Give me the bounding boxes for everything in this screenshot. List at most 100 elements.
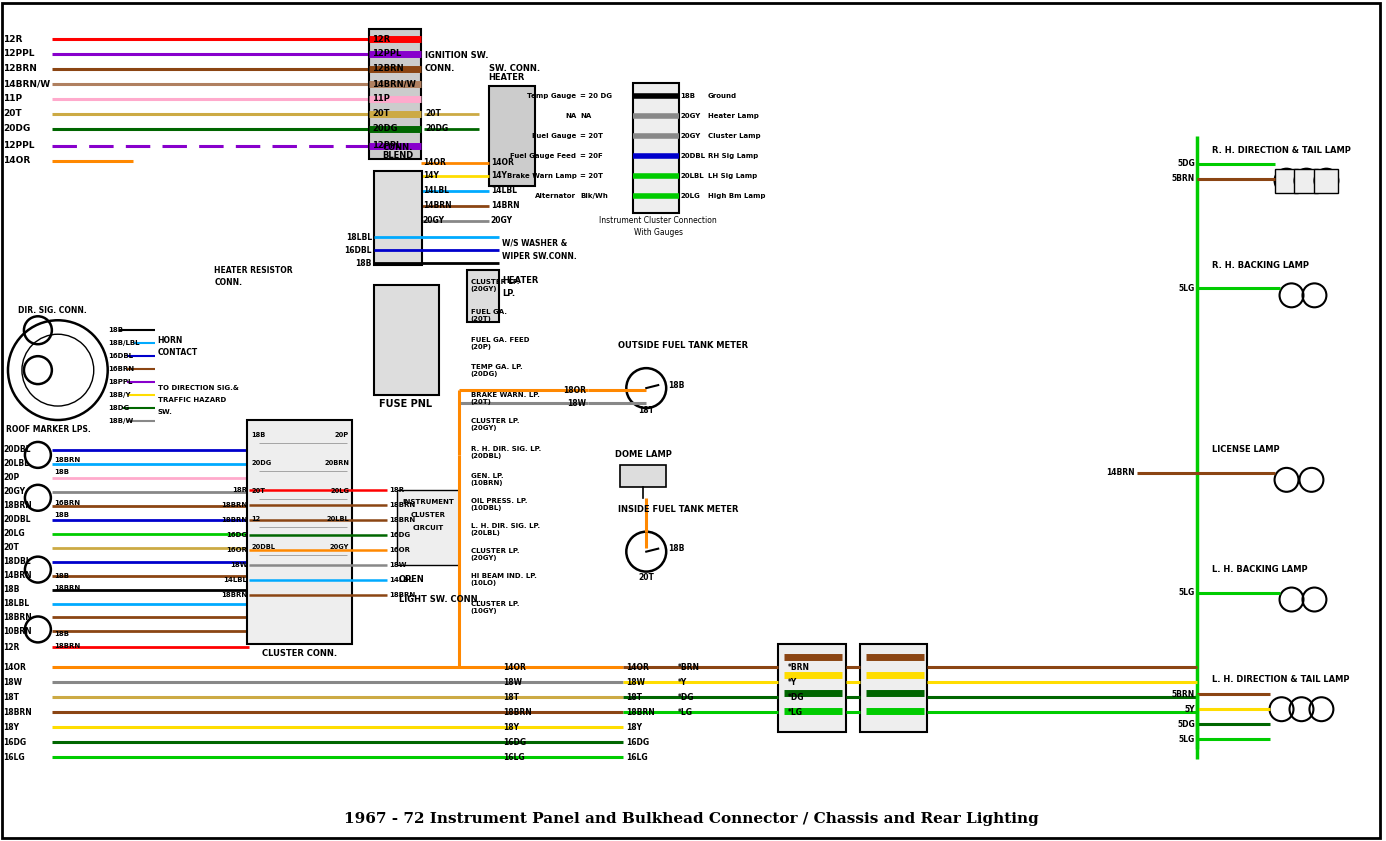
Text: SW. CONN.: SW. CONN. <box>489 65 539 73</box>
Text: 5DG: 5DG <box>1177 159 1195 168</box>
Text: *Y: *Y <box>678 678 687 687</box>
Text: 20GY: 20GY <box>330 543 349 550</box>
Bar <box>1314 169 1339 193</box>
Text: Alternator: Alternator <box>535 193 577 198</box>
Text: 18BRN: 18BRN <box>3 708 32 717</box>
Text: L. H. DIR. SIG. LP.
(20LBL): L. H. DIR. SIG. LP. (20LBL) <box>471 523 541 537</box>
Text: NA: NA <box>581 113 592 119</box>
Text: 20T: 20T <box>3 109 22 119</box>
Text: 18BRN: 18BRN <box>389 502 416 508</box>
Text: 18B: 18B <box>54 573 69 579</box>
Text: 16OR: 16OR <box>226 547 247 553</box>
Text: 18LBL: 18LBL <box>3 599 29 608</box>
Text: 18B: 18B <box>681 93 696 99</box>
Text: 14BRN: 14BRN <box>1106 468 1135 478</box>
Text: 14LBL: 14LBL <box>223 577 247 583</box>
Text: 18W: 18W <box>567 399 586 408</box>
Text: 18B: 18B <box>356 259 371 268</box>
Text: CLUSTER LP.
(10GY): CLUSTER LP. (10GY) <box>471 601 520 614</box>
Text: 18Y: 18Y <box>503 722 520 732</box>
Text: 20GY: 20GY <box>423 216 445 225</box>
Text: = 20F: = 20F <box>581 153 603 159</box>
Text: CONN.: CONN. <box>426 65 455 73</box>
Text: *BRN: *BRN <box>678 663 700 672</box>
Text: 5LG: 5LG <box>1178 588 1195 597</box>
Text: = 20T: = 20T <box>581 133 603 139</box>
Text: 18BRN: 18BRN <box>389 516 416 523</box>
Text: 16DG: 16DG <box>626 738 650 747</box>
Text: IGNITION SW.: IGNITION SW. <box>426 51 488 61</box>
Text: BLEND: BLEND <box>383 151 413 161</box>
Text: WIPER SW.CONN.: WIPER SW.CONN. <box>502 252 577 261</box>
Text: 16LG: 16LG <box>626 753 647 762</box>
Text: 1967 - 72 Instrument Panel and Bulkhead Connector / Chassis and Rear Lighting: 1967 - 72 Instrument Panel and Bulkhead … <box>344 812 1038 826</box>
Text: 18W: 18W <box>230 562 247 568</box>
Text: 20DG: 20DG <box>3 124 30 133</box>
Text: HEATER: HEATER <box>489 73 525 82</box>
Bar <box>374 285 439 395</box>
Text: 14BRN/W: 14BRN/W <box>371 79 416 88</box>
Text: 5LG: 5LG <box>1178 735 1195 743</box>
Text: 16DG: 16DG <box>226 532 247 537</box>
Text: 5LG: 5LG <box>1178 284 1195 293</box>
Bar <box>1275 169 1299 193</box>
Text: 18T: 18T <box>3 693 19 701</box>
Text: 18T: 18T <box>503 693 520 701</box>
Text: LP.: LP. <box>503 288 516 298</box>
Text: *LG: *LG <box>678 708 693 717</box>
Text: 18BRN: 18BRN <box>54 457 80 463</box>
Text: ROOF MARKER LPS.: ROOF MARKER LPS. <box>6 426 90 435</box>
Text: 16DG: 16DG <box>389 532 410 537</box>
Text: Instrument Cluster Connection: Instrument Cluster Connection <box>599 216 717 225</box>
Text: 20DG: 20DG <box>371 124 398 133</box>
Text: 20DBL: 20DBL <box>3 516 30 524</box>
Text: 18DG: 18DG <box>108 405 129 411</box>
Text: NA: NA <box>565 113 577 119</box>
Text: *Y: *Y <box>787 678 797 687</box>
Text: 18BRN: 18BRN <box>3 501 32 510</box>
Text: TO DIRECTION SIG.&: TO DIRECTION SIG.& <box>158 385 238 391</box>
Text: 12: 12 <box>251 516 261 521</box>
Bar <box>247 420 352 644</box>
Text: *LG: *LG <box>787 708 802 717</box>
Text: 16DBL: 16DBL <box>108 353 133 359</box>
Text: DIR. SIG. CONN.: DIR. SIG. CONN. <box>18 306 87 315</box>
Text: 5BRN: 5BRN <box>1171 690 1195 699</box>
Text: Blk/Wh: Blk/Wh <box>581 193 608 198</box>
Bar <box>1295 169 1318 193</box>
Text: 11P: 11P <box>371 94 389 103</box>
Text: 20BRN: 20BRN <box>324 460 349 466</box>
Text: 12BRN: 12BRN <box>371 65 403 73</box>
Text: INSTRUMENT: INSTRUMENT <box>402 499 453 505</box>
Text: HORN: HORN <box>158 336 183 345</box>
Text: FUSE PNL: FUSE PNL <box>380 399 432 409</box>
Text: 14BRN: 14BRN <box>491 201 520 210</box>
Text: 20DBL: 20DBL <box>681 153 705 159</box>
Text: 18BRN: 18BRN <box>222 502 247 508</box>
Text: 18BRN: 18BRN <box>389 591 416 597</box>
Text: *BRN: *BRN <box>787 663 809 672</box>
Text: 20P: 20P <box>3 473 19 483</box>
Text: CLUSTER LP.
(20GY): CLUSTER LP. (20GY) <box>471 279 520 292</box>
Text: Temp Gauge: Temp Gauge <box>527 93 577 99</box>
Text: LIGHT SW. CONN.: LIGHT SW. CONN. <box>399 595 481 604</box>
Text: High Bm Lamp: High Bm Lamp <box>708 193 765 198</box>
Text: = 20 DG: = 20 DG <box>581 93 613 99</box>
Text: 18LBL: 18LBL <box>346 233 371 242</box>
Text: CONN.: CONN. <box>383 143 413 152</box>
Text: LH Sig Lamp: LH Sig Lamp <box>708 172 757 178</box>
Text: 18B/LBL: 18B/LBL <box>108 341 139 346</box>
Text: 16LG: 16LG <box>503 753 525 762</box>
Text: 11P: 11P <box>3 94 22 103</box>
Text: CONN.: CONN. <box>215 278 243 287</box>
Text: 18BRN: 18BRN <box>222 516 247 523</box>
Text: Brake Warn Lamp: Brake Warn Lamp <box>506 172 577 178</box>
Text: 18Y: 18Y <box>626 722 642 732</box>
Text: TRAFFIC HAZARD: TRAFFIC HAZARD <box>158 397 226 403</box>
Text: 14OR: 14OR <box>626 663 649 672</box>
Text: 12R: 12R <box>3 34 22 44</box>
Text: 14OR: 14OR <box>503 663 527 672</box>
Text: INSIDE FUEL TANK METER: INSIDE FUEL TANK METER <box>618 505 739 514</box>
Text: 5DG: 5DG <box>1177 720 1195 728</box>
Text: With Gauges: With Gauges <box>633 228 683 237</box>
